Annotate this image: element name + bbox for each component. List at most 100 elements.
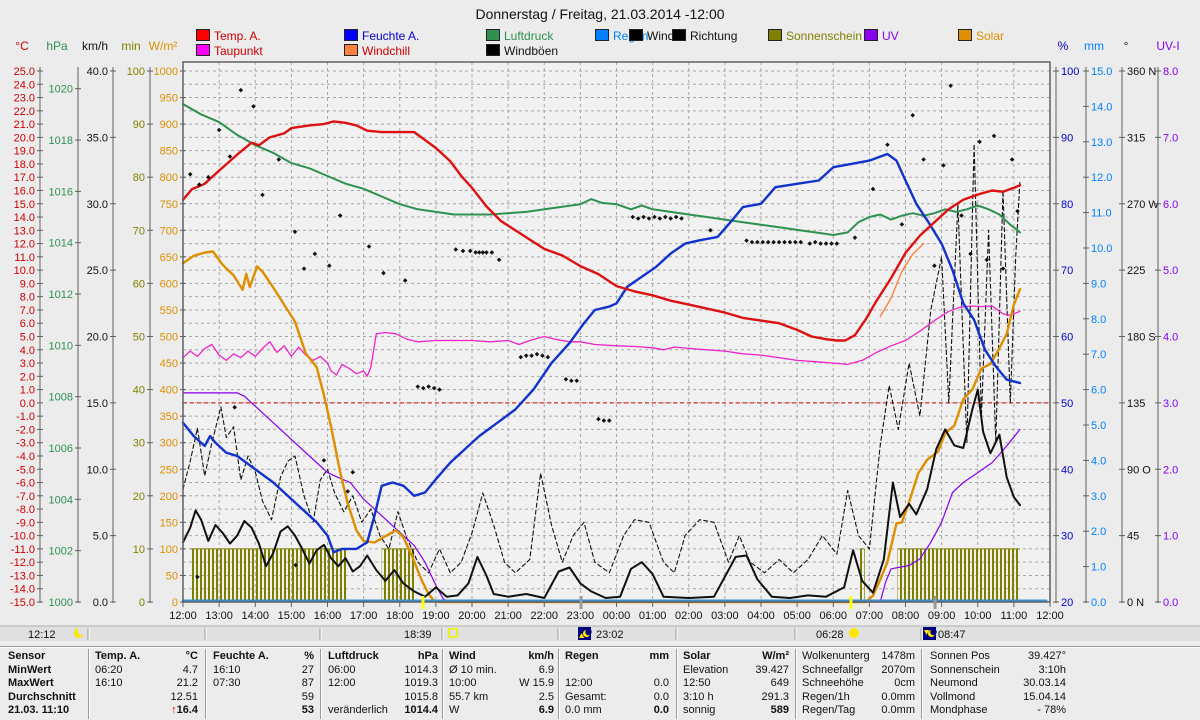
series-pressure (182, 103, 1021, 236)
svg-text:40: 40 (133, 385, 145, 397)
svg-text:90: 90 (1061, 132, 1073, 144)
svg-text:12:00: 12:00 (169, 610, 197, 622)
svg-text:1016: 1016 (49, 186, 73, 198)
svg-text:15.0: 15.0 (87, 398, 108, 410)
svg-text:23.0: 23.0 (14, 93, 35, 105)
col-cell-value: 1014.3 (404, 664, 438, 676)
col-cell-value: 39.427 (755, 664, 789, 676)
col-cell-label: 55.7 km (449, 691, 489, 703)
svg-text:135: 135 (1127, 398, 1145, 410)
svg-text:1.0: 1.0 (1163, 531, 1178, 543)
svg-text:-3.0: -3.0 (16, 438, 35, 450)
svg-text:450: 450 (160, 358, 178, 370)
svg-text:270 W: 270 W (1127, 199, 1159, 211)
svg-text:4.0: 4.0 (20, 345, 35, 357)
info-label: Mondphase (930, 704, 988, 716)
col-cell-value: 1015.8 (404, 691, 438, 703)
svg-text:600: 600 (160, 278, 178, 290)
svg-text:45: 45 (1127, 531, 1139, 543)
svg-text:21:00: 21:00 (494, 610, 522, 622)
svg-text:0.0: 0.0 (93, 597, 108, 609)
legend-item-windchill: Windchill (344, 44, 410, 58)
svg-text:800: 800 (160, 172, 178, 184)
svg-text:11.0: 11.0 (1091, 208, 1112, 220)
legend-label: Richtung (690, 29, 738, 43)
svg-text:400: 400 (160, 385, 178, 397)
svg-text:08:47: 08:47 (938, 629, 966, 641)
svg-text:6.0: 6.0 (20, 318, 35, 330)
svg-text:7.0: 7.0 (1163, 132, 1178, 144)
col-cell-label: 06:20 (95, 664, 123, 676)
svg-text:5.0: 5.0 (1163, 265, 1178, 277)
legend-item-feuchte-a-: Feuchte A. (344, 29, 419, 43)
table-divider (795, 649, 797, 719)
col-cell-value: 1014.4 (404, 704, 438, 716)
col-cell-label: 16:10 (213, 664, 241, 676)
row-label: Durchschnitt (8, 691, 76, 703)
svg-text:2.0: 2.0 (1091, 526, 1106, 538)
col-unit: km/h (528, 650, 554, 662)
svg-text:14:00: 14:00 (241, 610, 269, 622)
legend-color-swatch (768, 29, 782, 41)
svg-text:40.0: 40.0 (87, 66, 108, 78)
svg-text:18:00: 18:00 (386, 610, 414, 622)
svg-text:100: 100 (127, 66, 145, 78)
svg-text:60: 60 (1061, 332, 1073, 344)
axis-temp: °C 25.024.0 23.022.021.020.0 19.018.017.016… (10, 39, 43, 609)
svg-text:10:00: 10:00 (964, 610, 992, 622)
svg-text:90 O: 90 O (1127, 464, 1151, 476)
svg-text:200: 200 (160, 491, 178, 503)
axis-hum: % 100 90 80 70 60 50 40 30 20 (1053, 39, 1079, 609)
info-value: 0.0mm (881, 704, 915, 716)
svg-text:19:00: 19:00 (422, 610, 450, 622)
svg-text:-13.0: -13.0 (10, 570, 35, 582)
table-divider (921, 649, 923, 719)
x-axis-labels: 12:00 13:00 14:00 15:00 16:00 17:00 18:00 19:00… (169, 610, 1064, 622)
info-value: - 78% (1037, 704, 1066, 716)
svg-text:50: 50 (1061, 398, 1073, 410)
svg-text:21.0: 21.0 (14, 119, 35, 131)
svg-text:1006: 1006 (49, 443, 73, 455)
svg-text:0 N: 0 N (1127, 597, 1144, 609)
svg-text:06:28: 06:28 (816, 629, 844, 641)
svg-text:30.0: 30.0 (87, 199, 108, 211)
row-label: 21.03. 11:10 (8, 704, 70, 716)
legend-item-taupunkt: Taupunkt (196, 44, 263, 58)
col-cell-label: 0.0 mm (565, 704, 602, 716)
svg-text:900: 900 (160, 119, 178, 131)
svg-text:650: 650 (160, 252, 178, 264)
svg-text:1020: 1020 (49, 84, 73, 96)
svg-text:30: 30 (133, 438, 145, 450)
col-cell-value: 0.0 (653, 677, 669, 689)
svg-text:05:00: 05:00 (783, 610, 811, 622)
svg-text:06:00: 06:00 (819, 610, 847, 622)
legend-item-solar: Solar (958, 29, 1005, 43)
legend-item-wind: Wind (629, 29, 674, 43)
series-sunshine (190, 548, 1021, 602)
info-value: 39.427° (1027, 650, 1066, 662)
svg-text:500: 500 (160, 332, 178, 344)
info-label: Regen/Tag (802, 704, 856, 716)
legend-color-swatch (344, 29, 358, 41)
info-label: Neumond (930, 677, 978, 689)
sun-moon-marker-strip: 12:12 18:39 23:02 06:28 08:47 (0, 596, 1200, 643)
svg-text:5.0: 5.0 (20, 332, 35, 344)
legend-color-swatch (864, 29, 878, 41)
legend-color-swatch (196, 29, 210, 41)
svg-text:8.0: 8.0 (1091, 314, 1106, 326)
svg-text:10.0: 10.0 (14, 265, 35, 277)
col-unit: mm (649, 650, 669, 662)
svg-text:-12.0: -12.0 (10, 557, 35, 569)
table-divider (320, 649, 322, 719)
col-cell-value: 589 (770, 704, 789, 716)
svg-text:07:00: 07:00 (856, 610, 884, 622)
legend-label: Solar (976, 29, 1005, 43)
svg-text:18:39: 18:39 (404, 629, 432, 641)
svg-text:700: 700 (160, 225, 178, 237)
info-label: Wolkenunterg (802, 650, 870, 662)
meteogram-chart: °C25.024.023.022.021.020.019.018.017.016… (0, 39, 1200, 643)
svg-text:35.0: 35.0 (87, 132, 108, 144)
col-cell-label: W (449, 704, 460, 716)
col-cell-value: 21.2 (176, 677, 198, 689)
